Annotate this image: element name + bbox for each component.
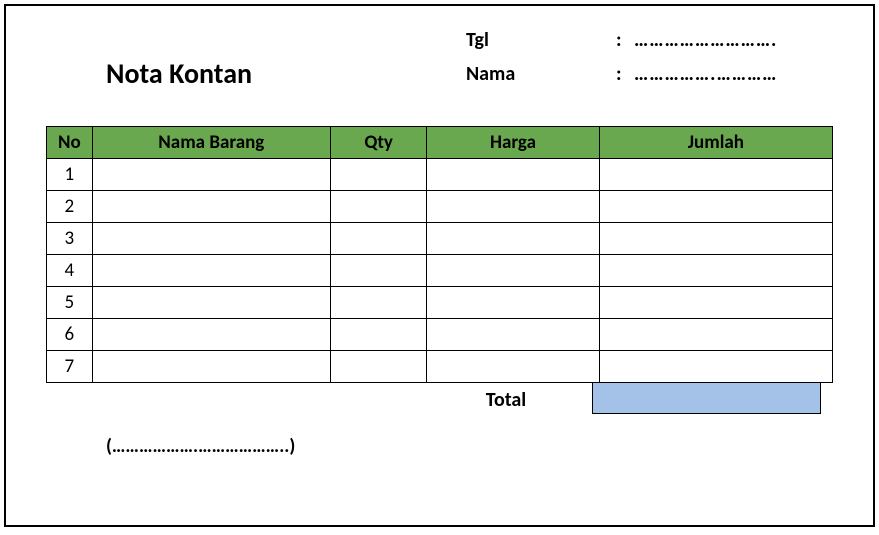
total-box bbox=[592, 383, 821, 414]
cell-amount bbox=[599, 351, 832, 383]
cell-item bbox=[92, 319, 330, 351]
cell-item bbox=[92, 287, 330, 319]
signature-line: (……………….………………..) bbox=[106, 435, 833, 458]
col-amount-header: Jumlah bbox=[599, 127, 832, 159]
cell-price bbox=[427, 191, 599, 223]
total-spacer bbox=[46, 383, 421, 417]
name-colon: : bbox=[616, 62, 634, 86]
table-row: 5 bbox=[47, 287, 833, 319]
col-item-header: Nama Barang bbox=[92, 127, 330, 159]
cell-no: 5 bbox=[47, 287, 93, 319]
cell-amount bbox=[599, 223, 832, 255]
table-head: No Nama Barang Qty Harga Jumlah bbox=[47, 127, 833, 159]
cell-item bbox=[92, 255, 330, 287]
cell-price bbox=[427, 319, 599, 351]
cell-no: 7 bbox=[47, 351, 93, 383]
cell-item bbox=[92, 159, 330, 191]
name-label: Nama bbox=[466, 62, 616, 86]
cell-no: 3 bbox=[47, 223, 93, 255]
cell-qty bbox=[330, 191, 426, 223]
cell-item bbox=[92, 223, 330, 255]
date-colon: : bbox=[616, 28, 634, 52]
total-row: Total bbox=[46, 383, 833, 417]
date-dots: ………………………. bbox=[634, 28, 777, 52]
col-qty-header: Qty bbox=[330, 127, 426, 159]
table-row: 6 bbox=[47, 319, 833, 351]
header: Nota Kontan Tgl : ………………………. Nama : …………… bbox=[46, 26, 833, 96]
meta-name-row: Nama : …………….………… bbox=[466, 62, 777, 86]
cell-no: 2 bbox=[47, 191, 93, 223]
col-no-header: No bbox=[47, 127, 93, 159]
table-row: 1 bbox=[47, 159, 833, 191]
table-row: 7 bbox=[47, 351, 833, 383]
table-row: 4 bbox=[47, 255, 833, 287]
cell-item bbox=[92, 351, 330, 383]
total-label: Total bbox=[421, 383, 591, 417]
col-price-header: Harga bbox=[427, 127, 599, 159]
receipt-container: Nota Kontan Tgl : ………………………. Nama : …………… bbox=[4, 4, 875, 527]
cell-amount bbox=[599, 255, 832, 287]
receipt-title: Nota Kontan bbox=[106, 56, 466, 91]
cell-price bbox=[427, 351, 599, 383]
cell-no: 1 bbox=[47, 159, 93, 191]
date-label: Tgl bbox=[466, 28, 616, 52]
cell-amount bbox=[599, 319, 832, 351]
cell-qty bbox=[330, 319, 426, 351]
cell-qty bbox=[330, 351, 426, 383]
items-table: No Nama Barang Qty Harga Jumlah 1234567 bbox=[46, 126, 833, 383]
name-dots: …………….………… bbox=[634, 62, 777, 86]
cell-amount bbox=[599, 191, 832, 223]
cell-no: 4 bbox=[47, 255, 93, 287]
cell-qty bbox=[330, 287, 426, 319]
meta-block: Tgl : ………………………. Nama : …………….………… bbox=[466, 26, 777, 96]
table-body: 1234567 bbox=[47, 159, 833, 383]
cell-amount bbox=[599, 287, 832, 319]
table-row: 2 bbox=[47, 191, 833, 223]
cell-no: 6 bbox=[47, 319, 93, 351]
cell-qty bbox=[330, 255, 426, 287]
cell-price bbox=[427, 255, 599, 287]
cell-qty bbox=[330, 223, 426, 255]
table-row: 3 bbox=[47, 223, 833, 255]
title-wrap: Nota Kontan bbox=[46, 26, 466, 96]
cell-price bbox=[427, 223, 599, 255]
cell-price bbox=[427, 159, 599, 191]
cell-price bbox=[427, 287, 599, 319]
meta-date-row: Tgl : ………………………. bbox=[466, 28, 777, 52]
cell-amount bbox=[599, 159, 832, 191]
cell-item bbox=[92, 191, 330, 223]
cell-qty bbox=[330, 159, 426, 191]
